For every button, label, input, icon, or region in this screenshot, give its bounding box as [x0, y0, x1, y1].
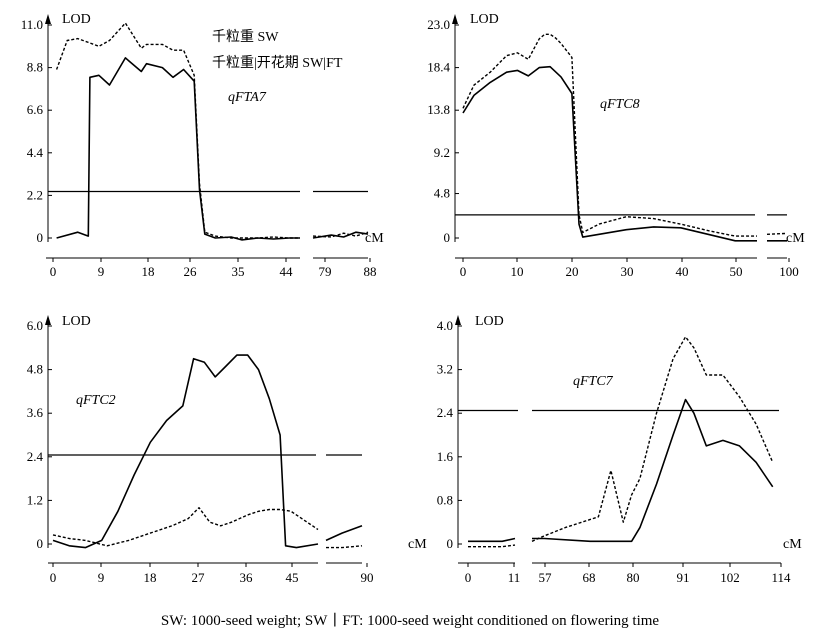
y-tick-label: 0: [37, 536, 44, 551]
series-line-dashed: [531, 336, 774, 542]
x-tick-label: 0: [460, 264, 467, 279]
y-tick-label: 9.2: [434, 145, 450, 160]
qtl-name-label: qFTC7: [573, 374, 614, 389]
x-tick-label: 68: [583, 570, 596, 585]
x-tick-label: 26: [184, 264, 198, 279]
series-line-solid: [462, 65, 757, 242]
y-tick-label: 23.0: [427, 17, 450, 32]
legend: 千粒重 SW 千粒重|开花期 SW|FT: [212, 29, 343, 71]
x-tick-label: 9: [98, 570, 105, 585]
y-tick-label: 1.2: [27, 492, 43, 507]
series-line-dashed: [52, 507, 319, 547]
legend-solid-label: 千粒重 SW: [212, 29, 279, 45]
x-tick-label: 20: [566, 264, 579, 279]
y-axis-arrow-icon: [45, 14, 51, 24]
y-axis-label: LOD: [62, 314, 91, 329]
x-tick-label: 9: [98, 264, 105, 279]
chart-panel-qFTC2: LOD 6.0 4.8 3.6 2.4 1.2 0 0 9 18 27 36 45 90 qFTC2: [27, 314, 374, 585]
y-tick-label: 4.8: [434, 186, 450, 201]
y-tick-label: 4.4: [27, 145, 44, 160]
y-tick-label: 6.6: [27, 102, 44, 117]
y-tick-label: 6.0: [27, 318, 43, 333]
x-tick-label: 18: [142, 264, 155, 279]
x-tick-label: 10: [511, 264, 524, 279]
series-line-solid: [325, 525, 363, 542]
y-axis-arrow-icon: [45, 315, 51, 325]
y-tick-label: 3.2: [437, 362, 453, 377]
y-axis-arrow-icon: [452, 14, 458, 24]
y-tick-label: 0: [444, 230, 451, 245]
x-tick-label: 40: [676, 264, 689, 279]
x-tick-label: 102: [720, 570, 740, 585]
series-line-dashed: [766, 232, 788, 235]
y-axis-label: LOD: [62, 12, 91, 27]
x-axis-label: cM: [365, 231, 384, 246]
x-tick-label: 50: [730, 264, 743, 279]
qtl-name-label: qFTC8: [600, 97, 640, 112]
x-tick-label: 114: [771, 570, 791, 585]
x-tick-label: 57: [539, 570, 553, 585]
x-tick-label: 45: [286, 570, 299, 585]
series-line-dashed: [468, 544, 516, 548]
y-tick-label: 11.0: [21, 17, 43, 32]
chart-panel-qFTC8: LOD 23.0 18.4 13.8 9.2 4.8 0 0 10 20 30 40 50 100 qFTC…: [427, 12, 805, 279]
series-line-solid: [56, 57, 300, 241]
y-axis-label: LOD: [475, 314, 504, 329]
x-tick-label: 79: [319, 264, 332, 279]
figure-caption: SW: 1000-seed weight; SW丨FT: 1000-seed w…: [160, 613, 660, 629]
x-tick-label: 11: [508, 570, 521, 585]
x-tick-label: 90: [361, 570, 374, 585]
x-tick-label: 80: [627, 570, 640, 585]
y-tick-label: 1.6: [437, 449, 454, 464]
x-tick-label: 27: [192, 570, 206, 585]
series-line-solid: [532, 398, 774, 543]
y-tick-label: 0: [37, 230, 44, 245]
x-tick-label: 30: [621, 264, 634, 279]
y-axis-label: LOD: [470, 12, 499, 27]
qtl-name-label: qFTA7: [228, 90, 267, 105]
chart-panel-qFTA7: LOD 11.0 8.8 6.6 4.4 2.2 0 0 9 18 26 35 44 79 88 qFTA7 c…: [21, 12, 384, 279]
series-line-dashed: [312, 231, 369, 238]
y-axis-arrow-icon: [455, 315, 461, 325]
x-tick-label: 0: [50, 570, 57, 585]
x-axis-label: cM: [783, 537, 802, 552]
y-tick-label: 0.8: [437, 492, 453, 507]
x-tick-label: 91: [677, 570, 690, 585]
chart-panel-qFTC7: LOD 4.0 3.2 2.4 1.6 0.8 0 0 11 57 68 80 91 102 114 qFTC…: [437, 314, 802, 585]
series-line-dashed: [326, 545, 363, 549]
x-axis-label: cM: [786, 231, 805, 246]
x-tick-label: 44: [280, 264, 294, 279]
x-tick-label: 18: [144, 570, 157, 585]
legend-dashed-label: 千粒重|开花期 SW|FT: [212, 55, 343, 71]
series-line-solid: [468, 537, 516, 543]
qtl-name-label: qFTC2: [76, 393, 116, 408]
y-tick-label: 13.8: [427, 102, 450, 117]
y-tick-label: 2.4: [437, 405, 454, 420]
x-tick-label: 0: [50, 264, 57, 279]
y-tick-label: 8.8: [27, 60, 43, 75]
y-tick-label: 4.8: [27, 362, 43, 377]
x-axis-label-left: cM: [408, 537, 427, 552]
x-tick-label: 88: [364, 264, 377, 279]
y-tick-label: 2.2: [27, 187, 43, 202]
y-tick-label: 4.0: [437, 318, 453, 333]
y-tick-label: 18.4: [427, 60, 450, 75]
x-tick-label: 0: [465, 570, 472, 585]
y-tick-label: 2.4: [27, 449, 44, 464]
y-tick-label: 0: [447, 536, 454, 551]
x-tick-label: 35: [232, 264, 245, 279]
x-tick-label: 36: [240, 570, 254, 585]
series-line-solid: [52, 354, 319, 549]
x-tick-label: 100: [779, 264, 799, 279]
series-line-dashed: [462, 33, 757, 237]
y-tick-label: 3.6: [27, 405, 44, 420]
